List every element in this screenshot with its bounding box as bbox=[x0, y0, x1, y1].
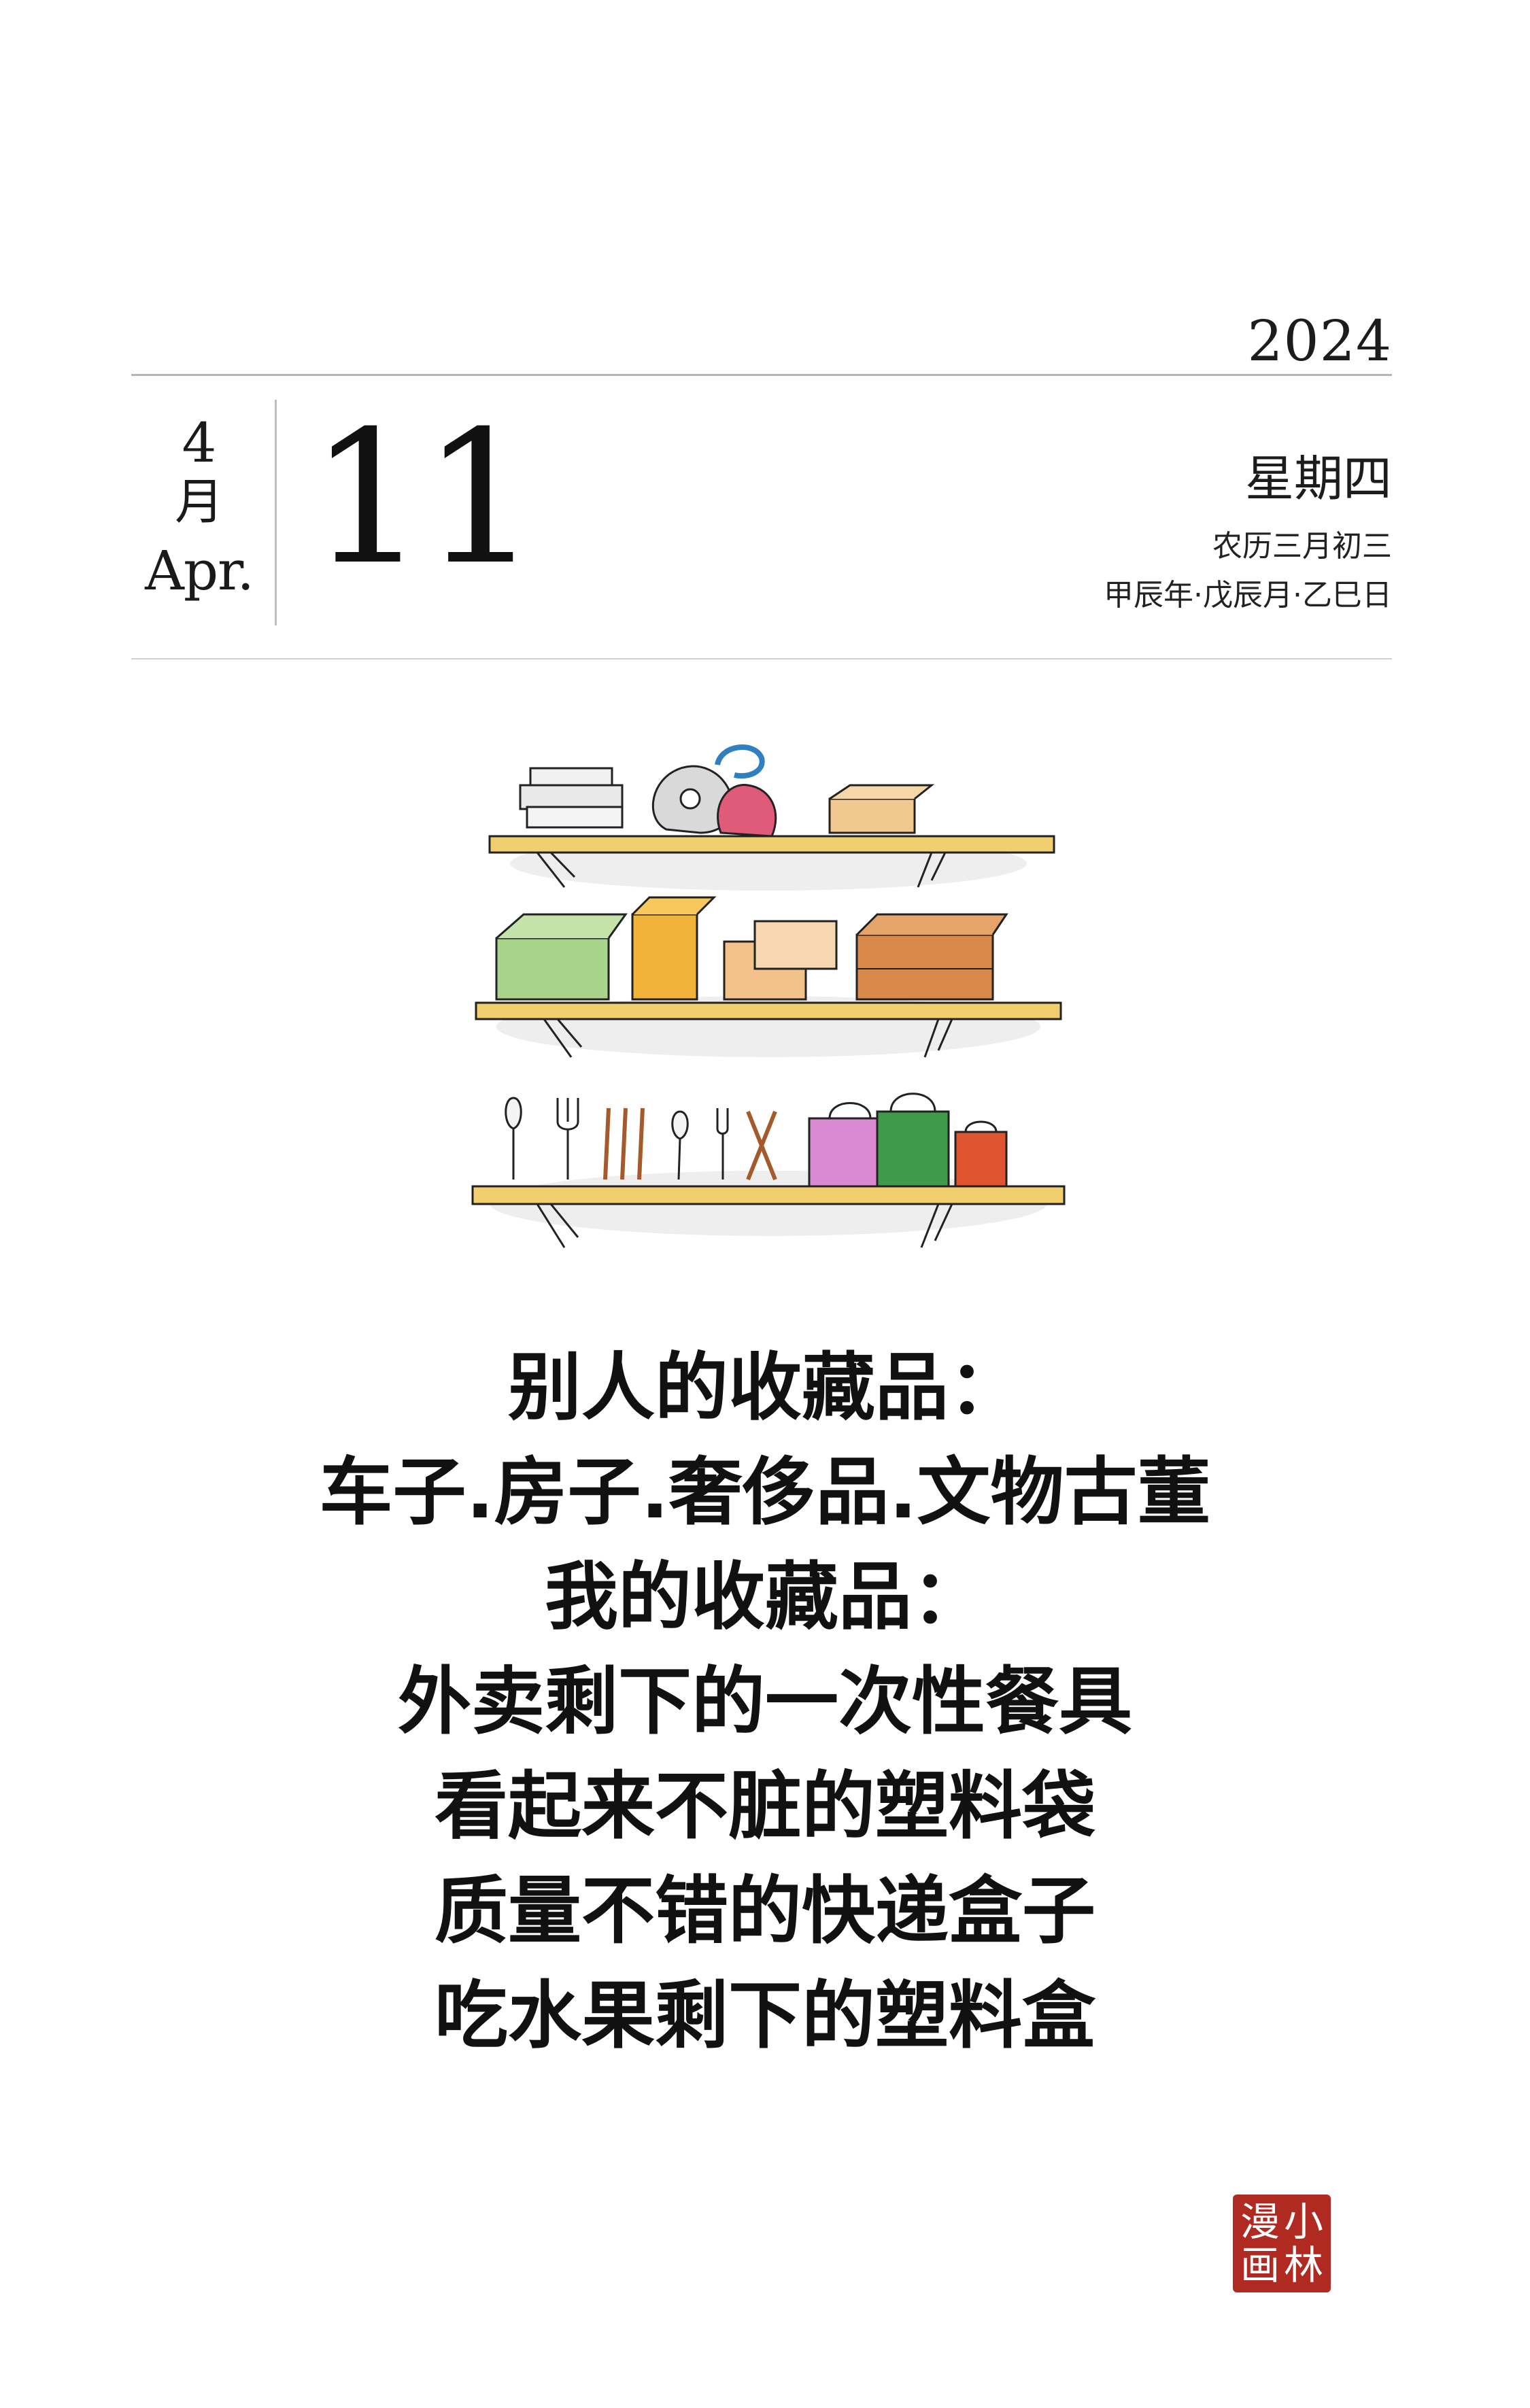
seal-char: 小 bbox=[1283, 2199, 1323, 2245]
header-bottom-rule bbox=[131, 658, 1392, 659]
poem-line: 吃水果剩下的塑料盒 bbox=[434, 1974, 1095, 2059]
poem-line: 别人的收藏品： bbox=[507, 1345, 1022, 1430]
artist-seal: 漫 小 画 林 bbox=[1233, 2195, 1331, 2292]
header-top-rule bbox=[131, 374, 1392, 376]
seal-char: 漫 bbox=[1240, 2199, 1280, 2245]
vertical-divider bbox=[275, 400, 277, 625]
middle-shelf-items bbox=[495, 896, 1008, 1001]
ganzhi-date: 甲辰年·戊辰月·乙巳日 bbox=[1104, 578, 1392, 613]
month-block: 4 月 Apr. bbox=[131, 408, 267, 625]
poem-line: 外卖剩下的一次性餐具 bbox=[397, 1659, 1132, 1744]
lunar-date: 农历三月初三 bbox=[1212, 529, 1392, 564]
shelf-collection-illustration bbox=[471, 744, 1066, 1248]
month-cn-label: 月 bbox=[174, 473, 224, 530]
poem-line: 车子.房子.奢侈品.文物古董 bbox=[319, 1450, 1211, 1535]
bottom-shelf-items bbox=[505, 1093, 1008, 1188]
seal-char: 画 bbox=[1240, 2242, 1280, 2288]
seal-char: 林 bbox=[1283, 2242, 1323, 2288]
month-number: 4 bbox=[182, 411, 217, 475]
top-shelf-items bbox=[519, 744, 935, 838]
year: 2024 bbox=[1247, 309, 1392, 374]
date-info: 星期四 农历三月初三 甲辰年·戊辰月·乙巳日 bbox=[1104, 454, 1392, 610]
poem-line: 我的收藏品： bbox=[544, 1555, 985, 1640]
day-number: 11 bbox=[309, 391, 539, 605]
poem-line: 看起来不脏的塑料袋 bbox=[434, 1764, 1095, 1849]
weekday: 星期四 bbox=[1244, 450, 1392, 507]
month-en-label: Apr. bbox=[145, 539, 254, 602]
poem-line: 质量不错的快递盒子 bbox=[434, 1869, 1095, 1954]
poem: 别人的收藏品： 车子.房子.奢侈品.文物古董 我的收藏品： 外卖剩下的一次性餐具… bbox=[136, 1336, 1394, 2069]
